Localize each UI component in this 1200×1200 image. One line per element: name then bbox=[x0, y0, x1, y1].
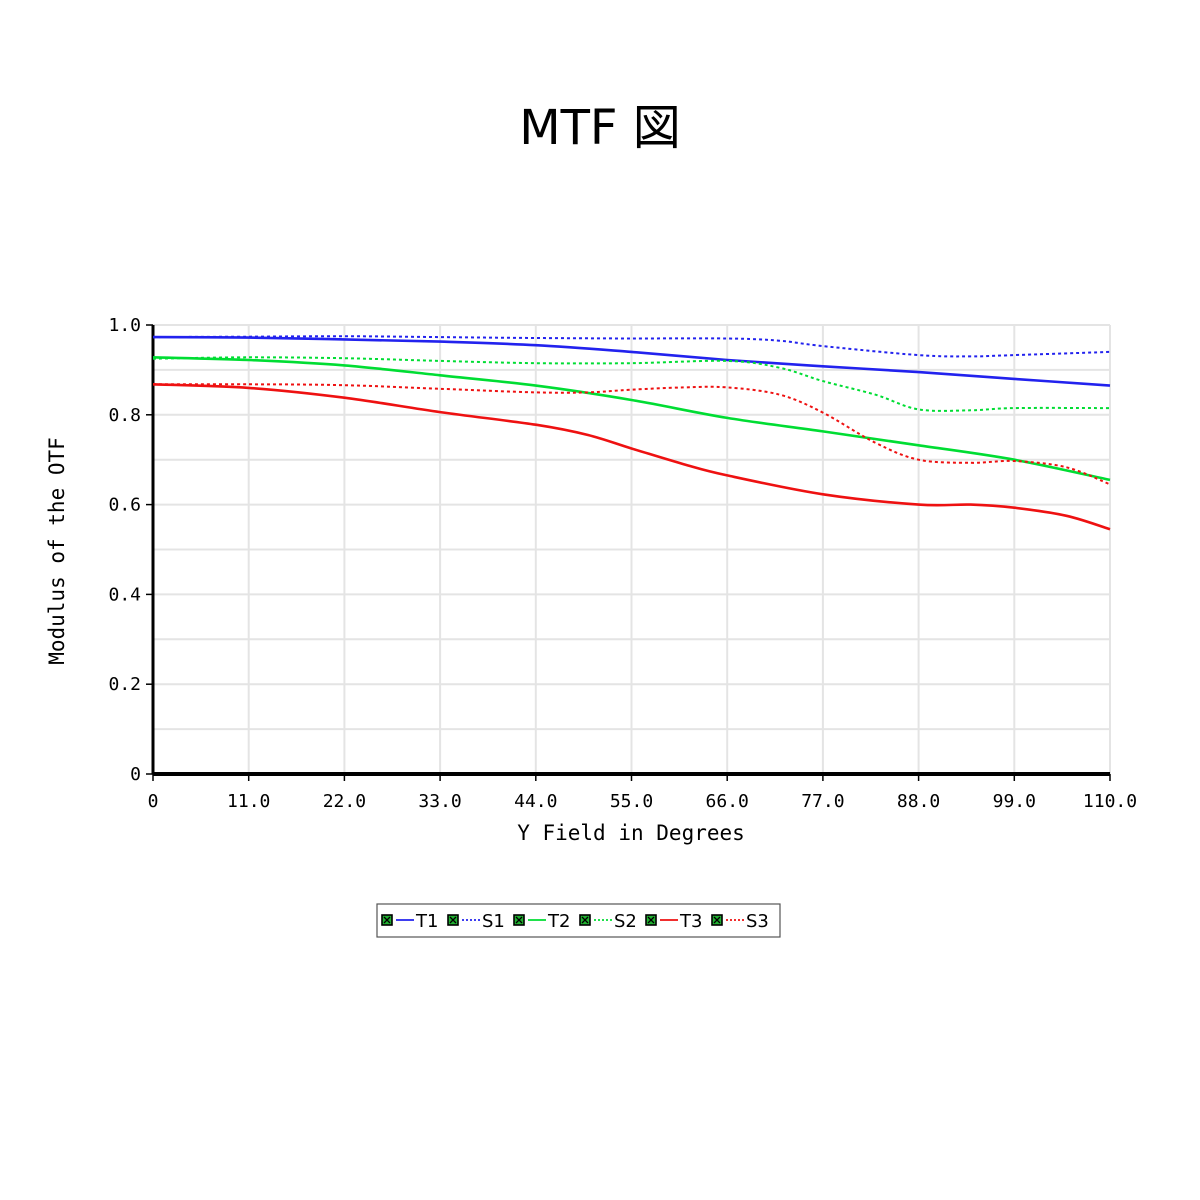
x-tick-label: 0 bbox=[148, 791, 159, 812]
legend-label: S3 bbox=[746, 911, 769, 932]
legend-check-mark-icon bbox=[581, 916, 589, 924]
x-tick-label: 33.0 bbox=[418, 791, 461, 812]
legend-item-t2[interactable]: T2 bbox=[513, 911, 570, 932]
legend-check-mark-icon bbox=[713, 916, 721, 924]
series-line-s3 bbox=[152, 383, 1111, 486]
x-tick-label: 77.0 bbox=[801, 791, 844, 812]
x-tick-label: 22.0 bbox=[323, 791, 366, 812]
y-tick-label: 0.2 bbox=[108, 674, 141, 695]
legend-check-mark-icon bbox=[383, 916, 391, 924]
y-tick-label: 1.0 bbox=[108, 315, 141, 336]
y-tick-label: 0 bbox=[130, 764, 141, 785]
series-line-t1 bbox=[152, 335, 1111, 387]
y-tick-labels: 0 0.2 0.4 0.6 0.8 1.0 bbox=[108, 315, 141, 785]
x-tick-label: 66.0 bbox=[706, 791, 749, 812]
legend-item-s1[interactable]: S1 bbox=[447, 911, 505, 932]
x-tick-labels: 0 11.0 22.0 33.0 44.0 55.0 66.0 77.0 88.0 99.0 110… bbox=[148, 791, 1138, 812]
x-tick-label: 55.0 bbox=[610, 791, 653, 812]
series-line-s1 bbox=[152, 335, 1111, 358]
legend-label: T1 bbox=[415, 911, 438, 932]
legend-check-mark-icon bbox=[515, 916, 523, 924]
legend-check-mark-icon bbox=[449, 916, 457, 924]
legend: T1 S1 T2 S2 T3 S3 bbox=[376, 903, 781, 938]
x-tick-label: 11.0 bbox=[227, 791, 270, 812]
series-line-t3 bbox=[152, 383, 1111, 531]
x-tick-label: 110.0 bbox=[1083, 791, 1137, 812]
legend-label: T2 bbox=[547, 911, 570, 932]
legend-label: S1 bbox=[482, 911, 505, 932]
series-lines bbox=[152, 335, 1111, 531]
legend-item-t1[interactable]: T1 bbox=[381, 911, 438, 932]
legend-label: S2 bbox=[614, 911, 637, 932]
legend-item-s2[interactable]: S2 bbox=[579, 911, 637, 932]
y-tick-label: 0.4 bbox=[108, 584, 141, 605]
y-tick-label: 0.8 bbox=[108, 405, 141, 426]
x-axis-title: Y Field in Degrees bbox=[517, 821, 745, 845]
page-title: MTF 図 bbox=[519, 100, 681, 156]
x-tick-label: 44.0 bbox=[514, 791, 557, 812]
legend-item-s3[interactable]: S3 bbox=[711, 911, 769, 932]
y-axis-title: Modulus of the OTF bbox=[45, 437, 69, 665]
series-line-s2 bbox=[152, 356, 1111, 412]
legend-item-t3[interactable]: T3 bbox=[645, 911, 702, 932]
legend-check-mark-icon bbox=[647, 916, 655, 924]
x-tick-label: 99.0 bbox=[993, 791, 1036, 812]
y-tick-label: 0.6 bbox=[108, 495, 141, 516]
axes bbox=[146, 324, 1111, 781]
x-tick-label: 88.0 bbox=[897, 791, 940, 812]
legend-label: T3 bbox=[679, 911, 702, 932]
series-line-t2 bbox=[152, 356, 1111, 482]
